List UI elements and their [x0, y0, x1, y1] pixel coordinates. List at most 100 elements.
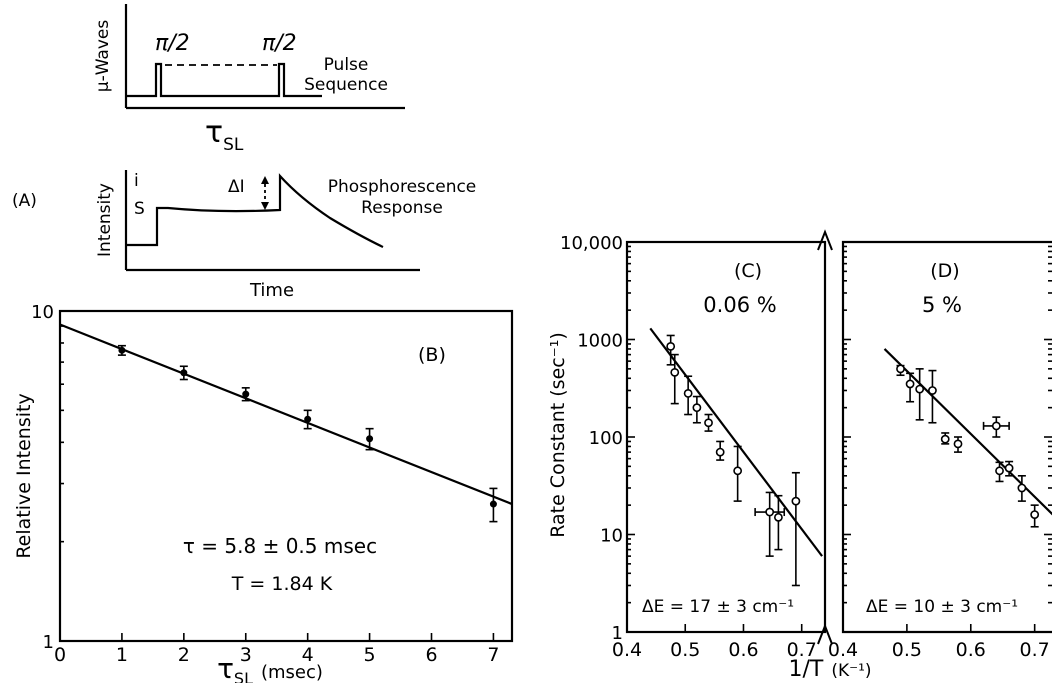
response-title-line2: Response	[361, 198, 443, 218]
panel-b-x-tick-label-0: 0	[54, 644, 66, 666]
panel-d-chart: 0.4 0.5 0.6 0.7 (D) 5 % ΔE = 10 ± 3 cm⁻¹	[828, 240, 1052, 661]
panel-b-x-symbol: τ	[217, 652, 234, 683]
panel-c-fit-line	[649, 327, 823, 557]
panel-b-x-unit: (msec)	[261, 662, 323, 683]
panel-b-x-tick-label-7: 7	[487, 644, 499, 666]
panel-d-point-2	[915, 384, 925, 394]
panel-c-point-2	[683, 389, 693, 398]
pulse-title-line2: Sequence	[304, 75, 388, 95]
panel-c-y-label: Rate Constant (sec⁻¹)	[547, 332, 569, 538]
panel-b-x-tick-label-6: 6	[425, 644, 437, 666]
panel-d-points	[896, 364, 1040, 528]
panel-d-x-tick-label-0: 0.4	[828, 639, 858, 661]
level-s-label: S	[134, 199, 145, 219]
panel-c-point-4	[704, 418, 713, 428]
response-trace	[126, 173, 384, 248]
rate-x-symbol: 1/T	[788, 657, 823, 682]
panel-b-x-tick-label-1: 1	[116, 644, 128, 666]
axis-break-bottom	[817, 623, 833, 645]
panel-a-label: (A)	[12, 191, 37, 211]
panel-c-point-9	[791, 496, 801, 506]
panel-b-frame	[58, 309, 514, 643]
pulse-trace	[126, 62, 322, 98]
panel-b-x-tick-label-2: 2	[178, 644, 190, 666]
pulse2-label: π/2	[262, 31, 297, 56]
panel-d-point-8	[1004, 463, 1014, 473]
panel-b-fit-line	[59, 323, 513, 506]
panel-c-x-tick-label-2: 0.6	[728, 639, 758, 661]
panel-c-label: (C)	[734, 260, 762, 282]
panel-d-point-0	[896, 364, 905, 374]
panel-d-concentration: 5 %	[922, 293, 962, 317]
level-i-label: i	[134, 171, 139, 191]
panel-d-point-7	[995, 466, 1004, 476]
panel-c-point-8	[774, 512, 783, 522]
tau-sl-label: τSL	[205, 115, 244, 155]
panel-d-fit-line	[883, 348, 1052, 516]
panel-d-energy-annotation: ΔE = 10 ± 3 cm⁻¹	[866, 597, 1018, 617]
panel-a-schematics: μ-Waves π/2 π/2 Pulse Sequence τSL (A) I…	[12, 4, 476, 301]
panel-d-point-3	[928, 386, 937, 395]
panel-c-point-7	[765, 507, 775, 517]
panel-c-energy-annotation: ΔE = 17 ± 3 cm⁻¹	[642, 597, 794, 617]
panel-b-point-1	[180, 369, 188, 377]
delta-i-arrow-down	[261, 202, 269, 210]
panel-c-y-tick-label-3: 1000	[577, 331, 623, 352]
panel-d-point-1	[905, 379, 915, 389]
panel-b-temperature-annotation: T = 1.84 K	[231, 573, 333, 595]
panel-b-point-0	[118, 346, 126, 354]
panel-b-point-2	[242, 390, 250, 398]
panel-d-label: (D)	[930, 260, 959, 282]
panel-d-point-5	[953, 439, 963, 449]
panel-b-x-label: τSL (msec)	[217, 652, 323, 683]
panel-c-point-3	[692, 403, 702, 413]
panel-d-point-9	[1017, 483, 1027, 493]
panel-c-x-tick-label-1: 0.5	[670, 639, 700, 661]
panel-b-x-tick-label-3: 3	[240, 644, 252, 666]
panel-c-point-0	[666, 341, 676, 351]
panel-c-x-tick-label-0: 0.4	[612, 639, 642, 661]
delta-i-arrow-up	[261, 176, 269, 184]
rate-x-unit: (K⁻¹)	[831, 661, 871, 681]
panel-d-ticks: 0.4 0.5 0.6 0.7	[828, 241, 1052, 661]
panel-d-x-tick-label-3: 0.7	[1020, 639, 1050, 661]
panel-d-point-10	[1030, 510, 1040, 519]
panel-b-point-5	[489, 500, 497, 508]
pulse-y-label: μ-Waves	[93, 20, 113, 93]
panel-b-fit	[59, 323, 513, 506]
panel-c-point-5	[715, 447, 725, 457]
response-x-label: Time	[249, 280, 294, 301]
pulse1-label: π/2	[155, 31, 190, 56]
panel-c-points	[666, 334, 801, 587]
panel-b-point-3	[304, 415, 312, 423]
panel-c-y-tick-label-0: 1	[612, 623, 623, 644]
panel-c-y-tick-label-4: 10,000	[560, 233, 623, 254]
panel-b-x-tick-label-4: 4	[302, 644, 314, 666]
panel-d-x-tick-label-2: 0.6	[956, 639, 986, 661]
panel-c-fit	[649, 327, 823, 557]
panel-c-point-1	[670, 367, 680, 377]
tau-subscript: SL	[223, 135, 244, 155]
panel-b-label: (B)	[418, 344, 446, 366]
panel-c-concentration: 0.06 %	[703, 293, 776, 317]
delta-i-label: ΔI	[228, 177, 245, 197]
tau-symbol: τ	[205, 115, 223, 150]
panel-b-y-label: Relative Intensity	[13, 393, 35, 558]
panel-b-x-subscript: SL	[234, 669, 253, 683]
panel-b-tau-annotation: τ = 5.8 ± 0.5 msec	[183, 534, 377, 558]
panel-d-point-4	[940, 434, 950, 444]
axis-break-top	[817, 229, 833, 251]
panel-d-x-tick-label-1: 0.5	[892, 639, 922, 661]
response-y-label: Intensity	[95, 183, 115, 257]
panel-d-point-6	[991, 421, 1001, 431]
panel-c-y-tick-label-2: 100	[589, 428, 623, 449]
panel-b-points	[117, 344, 498, 523]
panel-b-point-4	[366, 435, 374, 443]
panel-b-y-tick-label-1: 10	[31, 302, 54, 323]
panel-c-point-6	[733, 466, 743, 476]
panel-d-fit	[883, 348, 1052, 516]
